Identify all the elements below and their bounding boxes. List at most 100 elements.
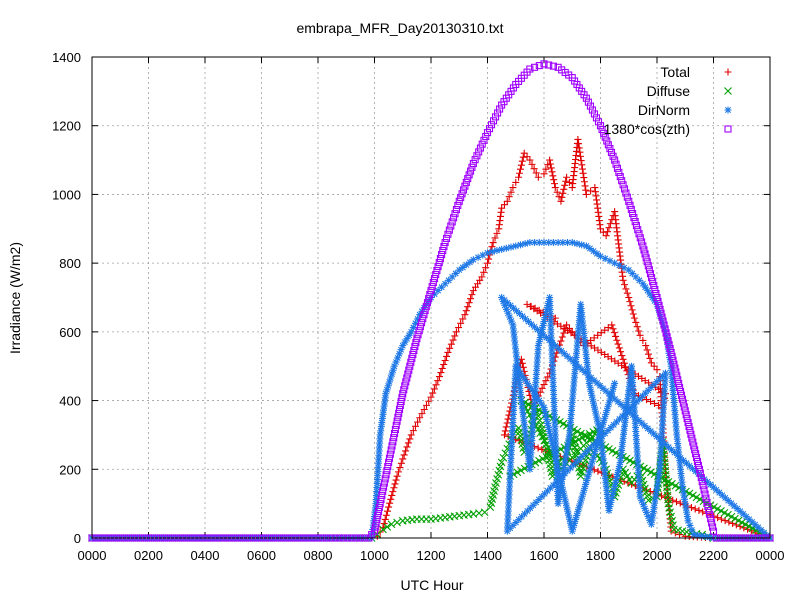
- data-point: [547, 322, 555, 330]
- data-point: [458, 190, 466, 198]
- data-point: [621, 468, 630, 477]
- y-tick-label: 800: [59, 256, 81, 271]
- data-point: [547, 334, 555, 342]
- data-point: [529, 501, 537, 509]
- data-point: [604, 141, 612, 149]
- data-point: [512, 349, 520, 357]
- data-point: [531, 239, 539, 247]
- data-point: [569, 390, 577, 398]
- data-point: [464, 303, 472, 311]
- data-point: [550, 403, 558, 411]
- data-point: [505, 495, 513, 503]
- data-point: [506, 479, 514, 487]
- data-point: [627, 205, 635, 213]
- data-point: [529, 424, 537, 432]
- data-point: [505, 411, 513, 419]
- data-point: [385, 378, 393, 386]
- data-point: [709, 527, 718, 535]
- data-point: [596, 430, 604, 438]
- data-point: [523, 300, 531, 308]
- data-point: [575, 504, 583, 512]
- data-point: [622, 285, 630, 293]
- data-point: [689, 438, 697, 446]
- data-point: [656, 375, 664, 383]
- data-point: [751, 521, 759, 529]
- data-point: [566, 515, 574, 523]
- data-point: [468, 163, 476, 171]
- data-point: [603, 491, 611, 499]
- data-point: [602, 232, 610, 240]
- data-point: [715, 489, 723, 497]
- data-point: [594, 467, 602, 475]
- data-point: [590, 466, 598, 474]
- data-point: [510, 394, 518, 402]
- data-point: [501, 301, 509, 309]
- data-point: [531, 387, 539, 395]
- data-point: [638, 419, 646, 427]
- y-tick-label: 600: [59, 325, 81, 340]
- data-point: [528, 432, 536, 440]
- data-point: [636, 493, 644, 501]
- data-point: [644, 287, 652, 295]
- data-point: [633, 448, 641, 456]
- data-point: [612, 332, 620, 340]
- data-point: [480, 268, 488, 276]
- data-point: [535, 239, 543, 247]
- data-point: [661, 385, 669, 393]
- data-point: [542, 453, 551, 461]
- data-point: [582, 186, 590, 194]
- data-point: [506, 471, 514, 479]
- data-point: [572, 353, 580, 361]
- data-point: [601, 326, 609, 334]
- data-point: [392, 421, 400, 429]
- x-tick-label: 0400: [191, 548, 220, 563]
- data-point: [501, 427, 509, 435]
- data-point: [507, 243, 515, 251]
- data-point: [437, 369, 445, 377]
- data-point: [646, 270, 655, 278]
- data-point: [393, 472, 401, 480]
- data-point: [655, 474, 663, 482]
- data-point: [565, 431, 573, 439]
- data-point: [658, 313, 666, 321]
- data-point: [598, 125, 606, 134]
- data-point: [626, 201, 634, 209]
- data-point: [576, 500, 584, 508]
- data-point: [630, 395, 638, 403]
- data-point: [512, 345, 520, 353]
- data-point: [549, 370, 557, 378]
- data-point: [660, 397, 668, 405]
- data-point: [439, 246, 447, 255]
- data-point: [616, 173, 624, 181]
- data-point: [541, 490, 549, 498]
- data-point: [401, 338, 409, 346]
- y-tick-label: 400: [59, 394, 81, 409]
- data-point: [545, 423, 553, 431]
- data-point: [542, 310, 550, 318]
- data-point: [576, 148, 584, 156]
- data-point: [527, 302, 535, 310]
- data-point: [587, 461, 595, 469]
- data-point: [502, 305, 510, 313]
- data-point: [573, 345, 581, 353]
- x-tick-label: 1800: [586, 548, 615, 563]
- y-tick-label: 1400: [52, 50, 81, 65]
- data-point: [387, 374, 395, 382]
- data-point: [504, 515, 512, 523]
- data-point: [707, 515, 715, 523]
- data-point: [605, 399, 613, 407]
- data-point: [379, 483, 388, 491]
- data-point: [589, 453, 597, 461]
- data-point: [478, 273, 486, 281]
- data-point: [660, 401, 668, 409]
- data-point: [596, 122, 605, 130]
- data-point: [572, 458, 580, 466]
- data-point: [607, 424, 615, 432]
- data-point: [532, 383, 540, 391]
- plot-frame: [91, 56, 771, 539]
- data-point: [462, 261, 470, 269]
- data-point: [518, 401, 526, 409]
- data-point: [539, 331, 547, 339]
- data-point: [662, 440, 670, 448]
- data-point: [584, 371, 592, 379]
